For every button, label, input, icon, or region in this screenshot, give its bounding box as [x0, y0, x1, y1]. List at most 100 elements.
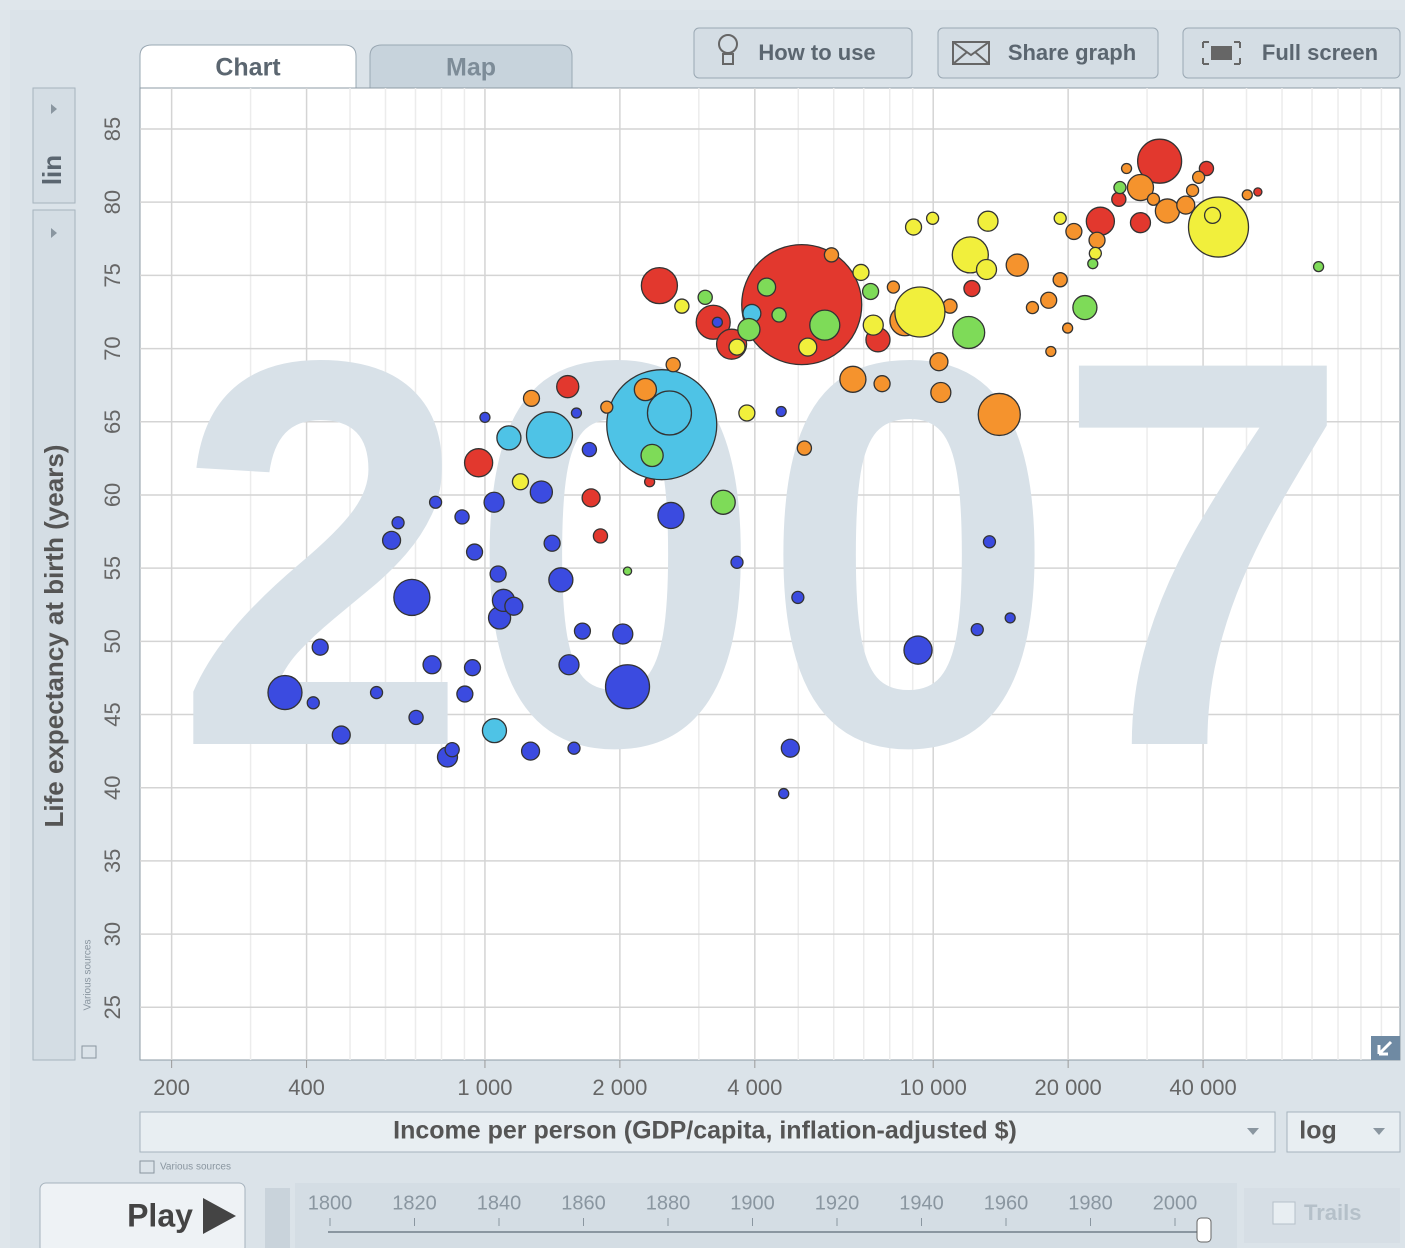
- bubble: [903, 635, 933, 665]
- y-scale-label[interactable]: lin: [37, 155, 67, 185]
- bubble: [465, 543, 484, 561]
- bubble: [1111, 191, 1127, 207]
- bubble: [463, 659, 482, 677]
- x-scale-select[interactable]: [1286, 1111, 1401, 1153]
- bubble: [963, 279, 981, 298]
- source-icon: [81, 1045, 97, 1059]
- y-tick-label: 30: [100, 922, 125, 946]
- bubble: [543, 534, 561, 552]
- bubble: [1088, 231, 1106, 249]
- bubble: [970, 622, 984, 637]
- button[interactable]: [937, 27, 1159, 79]
- y-tick-label: 35: [100, 849, 125, 873]
- bubble: [1191, 170, 1206, 184]
- source-note: Various sources: [83, 940, 94, 1011]
- play-button[interactable]: [39, 1182, 246, 1248]
- bubble: [665, 356, 681, 373]
- timeline-year: 1900: [730, 1192, 775, 1214]
- y-tick-label: 65: [100, 410, 125, 434]
- bubble: [391, 516, 405, 530]
- y-tick-label: 75: [100, 263, 125, 287]
- bubble: [775, 405, 787, 418]
- y-tick-label: 50: [100, 629, 125, 653]
- bubble: [796, 440, 813, 456]
- bubble: [1005, 253, 1029, 277]
- source-icon: [139, 1160, 155, 1174]
- bubble: [839, 365, 867, 393]
- bubble: [444, 741, 460, 758]
- timeline-year: 1980: [1068, 1192, 1113, 1214]
- arrow: [51, 228, 57, 238]
- speed-control[interactable]: [265, 1188, 290, 1248]
- bubble: [657, 501, 685, 530]
- x-scale-label[interactable]: log: [1299, 1117, 1337, 1145]
- timeline: [295, 1183, 1237, 1248]
- bubble: [504, 596, 524, 616]
- bubble: [479, 411, 491, 424]
- tab-label[interactable]: Chart: [215, 54, 281, 82]
- bubble: [454, 509, 470, 525]
- bubble: [886, 280, 901, 294]
- bubble: [592, 528, 609, 544]
- play-label[interactable]: Play: [127, 1197, 193, 1233]
- bubble: [646, 390, 693, 436]
- y-axis-label[interactable]: Life expectancy at birth (years): [39, 445, 69, 828]
- x-indicator-select[interactable]: [139, 1111, 1276, 1153]
- bubble: [570, 407, 583, 419]
- y-indicator-select[interactable]: [32, 209, 76, 1061]
- trails-label[interactable]: Trails: [1304, 1200, 1361, 1225]
- bubble: [873, 375, 891, 393]
- x-axis-label[interactable]: Income per person (GDP/capita, inflation…: [393, 1117, 1017, 1145]
- bubble: [529, 480, 554, 504]
- bubble: [622, 566, 633, 576]
- bubble: [930, 381, 952, 404]
- bubble: [904, 218, 923, 236]
- x-tick-label: 20 000: [1034, 1075, 1101, 1100]
- trails-box[interactable]: [1244, 1188, 1400, 1243]
- bubble: [573, 622, 592, 640]
- bubble: [331, 725, 351, 745]
- bubble: [408, 709, 424, 726]
- bubble: [771, 307, 787, 323]
- bubble: [1146, 192, 1161, 206]
- bubble: [633, 377, 658, 402]
- tab-map[interactable]: [369, 44, 573, 89]
- bubble: [738, 404, 756, 422]
- bubble: [780, 738, 800, 758]
- bubble: [1085, 206, 1116, 236]
- bubble: [558, 654, 580, 676]
- bubble: [1126, 173, 1155, 202]
- bubble: [483, 491, 505, 513]
- bubble: [1061, 322, 1074, 334]
- x-tick-label: 200: [153, 1075, 190, 1100]
- y-tick-label: 45: [100, 702, 125, 726]
- year-slider[interactable]: [1196, 1217, 1212, 1243]
- bubble: [1176, 195, 1196, 215]
- button-label[interactable]: Full screen: [1262, 40, 1378, 65]
- bubble: [1120, 162, 1133, 175]
- bubble: [925, 211, 940, 225]
- source-note: Various sources: [160, 1162, 231, 1173]
- x-tick-label: 4 000: [727, 1075, 782, 1100]
- button-label[interactable]: How to use: [758, 40, 875, 65]
- tab-label[interactable]: Map: [446, 54, 496, 82]
- arrow: [51, 104, 57, 114]
- bubble: [567, 741, 581, 755]
- bubble: [1241, 189, 1253, 201]
- y-tick-label: 80: [100, 190, 125, 214]
- button-label[interactable]: Share graph: [1008, 40, 1136, 65]
- bubble: [861, 282, 880, 301]
- x-tick-label: 400: [288, 1075, 325, 1100]
- button[interactable]: [693, 27, 913, 79]
- x-tick-label: 2 000: [592, 1075, 647, 1100]
- tab-chart[interactable]: [139, 44, 357, 89]
- bubble: [809, 309, 841, 341]
- bubble: [306, 696, 320, 710]
- trails-checkbox[interactable]: [1272, 1201, 1296, 1225]
- button[interactable]: [1182, 27, 1401, 79]
- arrow: [1373, 1128, 1385, 1135]
- bubble: [381, 530, 402, 550]
- bubble: [1065, 222, 1083, 241]
- bubble: [730, 555, 744, 569]
